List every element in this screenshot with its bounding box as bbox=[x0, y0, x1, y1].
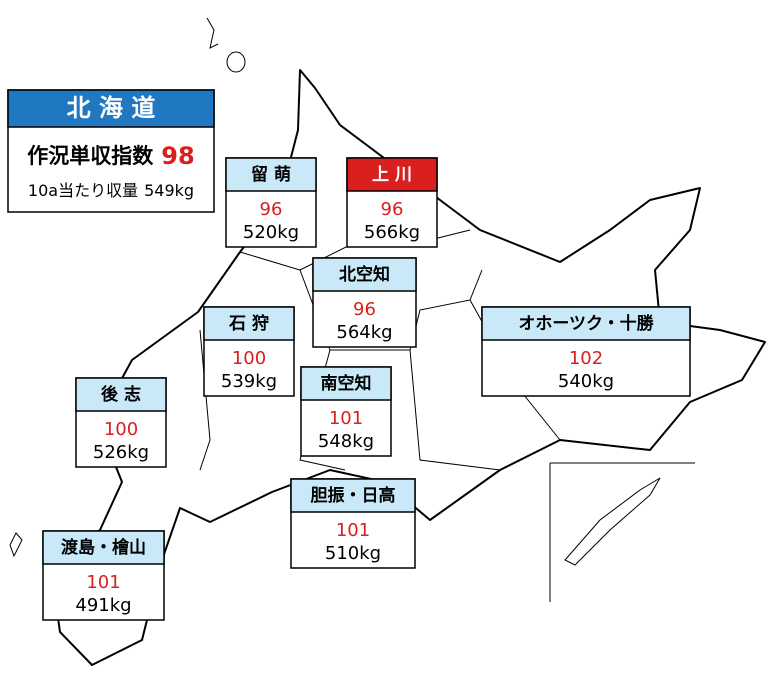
summary-index-line: 作況単収指数 98 bbox=[27, 142, 194, 170]
region-index: 102 bbox=[569, 348, 603, 369]
yield-value: 549kg bbox=[144, 181, 194, 200]
region-name: 胆振・日高 bbox=[311, 485, 396, 506]
region-index: 101 bbox=[86, 572, 120, 593]
region-yield: 548kg bbox=[318, 431, 374, 452]
summary-header bbox=[7, 89, 215, 128]
region-name: 渡島・檜山 bbox=[61, 537, 146, 558]
region-yield: 520kg bbox=[243, 222, 299, 243]
region-index: 100 bbox=[104, 419, 138, 440]
region-index: 100 bbox=[232, 348, 266, 369]
island bbox=[226, 51, 246, 73]
region-yield: 510kg bbox=[325, 543, 381, 564]
summary-title: 北 海 道 bbox=[67, 94, 156, 122]
region-name: 留 萌 bbox=[251, 164, 291, 185]
region-header bbox=[290, 478, 416, 513]
region-yield: 539kg bbox=[221, 371, 277, 392]
island bbox=[9, 532, 23, 558]
region-name: 上 川 bbox=[372, 165, 412, 185]
region-name: オホーツク・十勝 bbox=[518, 313, 654, 334]
region-name: 後 志 bbox=[101, 384, 141, 405]
index-value: 98 bbox=[161, 142, 194, 170]
yield-label: 10a当たり収量 bbox=[28, 181, 138, 200]
summary-yield-line: 10a当たり収量 549kg bbox=[28, 181, 194, 200]
region-header bbox=[481, 306, 691, 341]
islands-inset bbox=[564, 477, 661, 566]
region-yield: 564kg bbox=[336, 322, 392, 343]
region-header bbox=[75, 377, 167, 412]
region-index: 96 bbox=[381, 199, 404, 220]
region-index: 96 bbox=[353, 299, 376, 320]
region-yield: 491kg bbox=[75, 595, 131, 616]
region-name: 石 狩 bbox=[228, 313, 269, 334]
region-header bbox=[312, 257, 417, 292]
region-name: 南空知 bbox=[321, 373, 372, 394]
region-header bbox=[42, 530, 165, 565]
region-header bbox=[300, 366, 392, 401]
region-index: 101 bbox=[329, 408, 363, 429]
region-header bbox=[346, 157, 438, 192]
region-index: 96 bbox=[260, 199, 283, 220]
region-yield: 540kg bbox=[558, 371, 614, 392]
region-yield: 526kg bbox=[93, 442, 149, 463]
region-name: 北空知 bbox=[339, 264, 390, 285]
island bbox=[206, 17, 219, 49]
region-header bbox=[203, 306, 295, 341]
region-yield: 566kg bbox=[364, 222, 420, 243]
region-index: 101 bbox=[336, 520, 370, 541]
index-label: 作況単収指数 bbox=[27, 144, 154, 168]
region-header bbox=[225, 157, 317, 192]
